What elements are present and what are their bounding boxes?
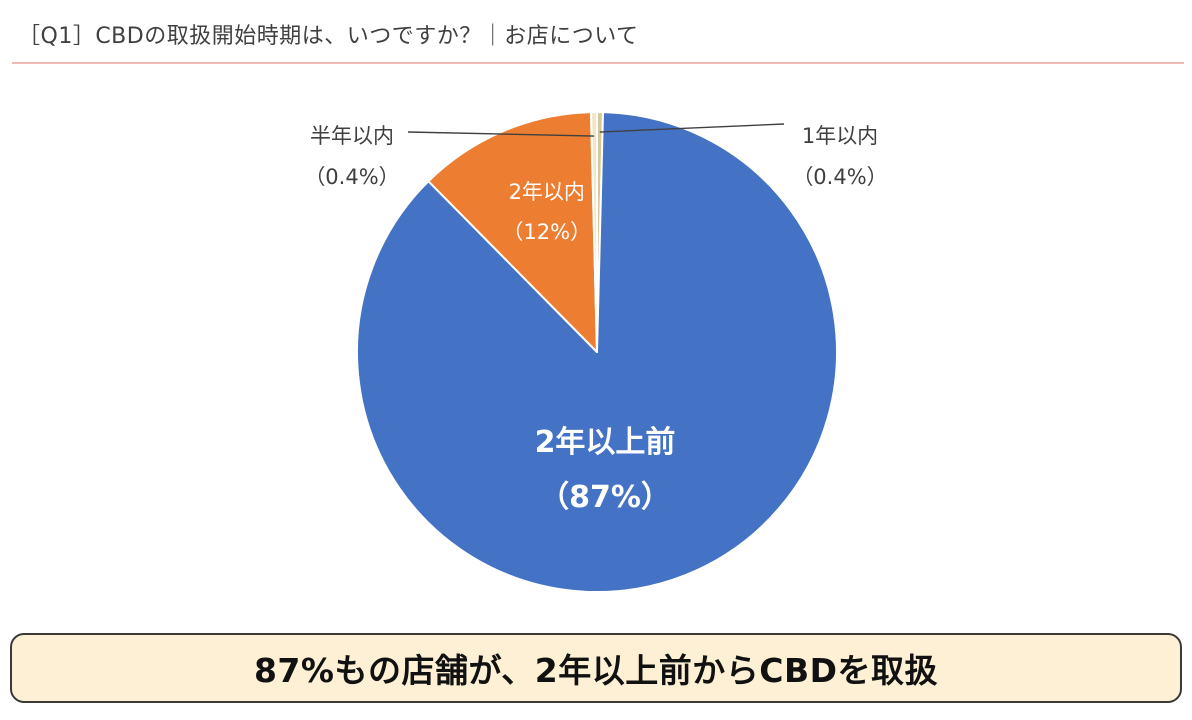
- slice-label-4: 半年以内: [310, 124, 394, 148]
- pie-slice-3: [427, 111, 598, 353]
- summary-callout-text: 87%もの店舗が、2年以上前からCBDを取扱: [253, 651, 939, 690]
- slice-value-label-3: （12%）: [502, 220, 591, 244]
- slice-label-1: 1年以内: [802, 124, 878, 148]
- slice-label-3: 2年以内: [509, 180, 585, 204]
- slice-value-label-4: （0.4%）: [304, 165, 399, 189]
- title-divider: [12, 62, 1184, 64]
- summary-callout: 87%もの店舗が、2年以上前からCBDを取扱: [10, 633, 1182, 703]
- pie-slice-4: [589, 111, 598, 353]
- leader-line-4: [407, 131, 595, 137]
- slice-value-label-2: （87%）: [539, 480, 671, 515]
- slice-label-2: 2年以上前: [535, 425, 676, 460]
- leader-line-1: [599, 123, 785, 133]
- chart-title: ［Q1］CBDの取扱開始時期は、いつですか？｜お店について: [18, 24, 639, 49]
- slice-value-label-1: （0.4%）: [792, 165, 887, 189]
